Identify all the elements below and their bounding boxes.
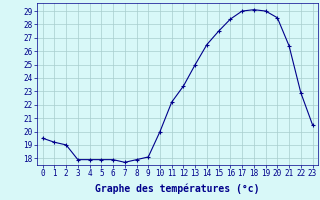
X-axis label: Graphe des températures (°c): Graphe des températures (°c) bbox=[95, 184, 260, 194]
